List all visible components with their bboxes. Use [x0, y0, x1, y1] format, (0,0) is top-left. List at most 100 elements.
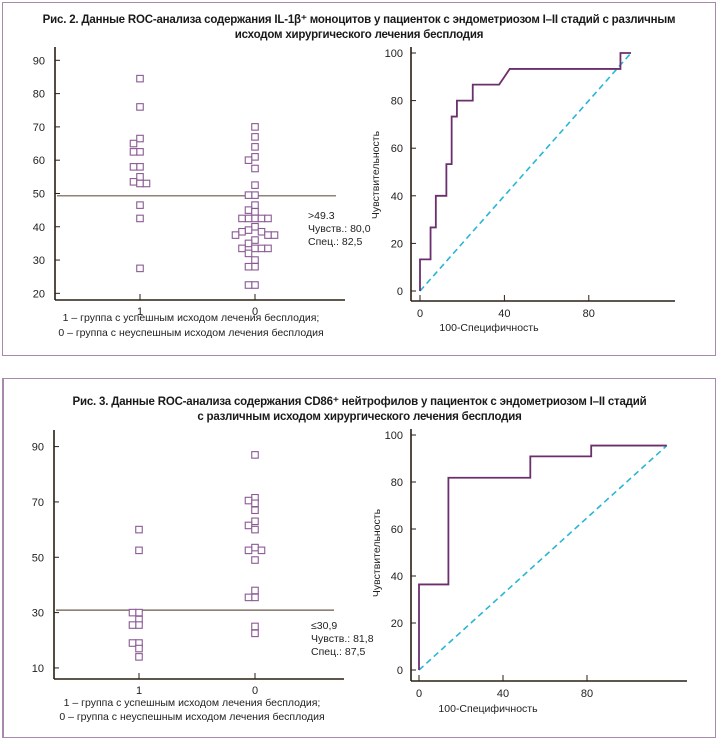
figure-3-dot-y-tick-label: 30 — [32, 608, 44, 620]
figure-3-dot-point-group-1 — [128, 639, 137, 647]
figure-2-roc-y-tick-label: 40 — [391, 191, 403, 203]
figure-3-dot-point-group-0 — [244, 546, 253, 555]
figure-3-dot-point-group-1 — [135, 653, 143, 661]
figure-2-dot-point-group-1 — [136, 163, 144, 171]
figure-2-dot-point-group-1 — [136, 148, 144, 156]
figure-2-dot-point-group-0 — [244, 191, 253, 199]
figure-2-dot-y-tick-label: 40 — [33, 222, 45, 234]
figure-2-dot-point-group-0 — [264, 214, 272, 223]
figure-2-dot-point-group-0 — [251, 207, 259, 216]
figure-2-dot-point-group-0 — [244, 281, 253, 289]
figure-2-roc-x-tick-label: 0 — [417, 308, 423, 320]
figure-2-dot-point-group-1 — [136, 134, 144, 143]
figure-2-dot-point-group-0 — [244, 206, 253, 214]
figure-2-dot-point-group-0 — [244, 226, 253, 234]
figure-2-dot-point-group-0 — [238, 227, 246, 236]
figure-3-roc-y-tick-label: 40 — [391, 571, 403, 583]
figure-2-dot-point-group-0 — [270, 231, 279, 239]
figure-3-dot-point-group-1 — [135, 644, 143, 653]
figure-3-roc-y-tick-label: 0 — [397, 665, 403, 677]
figure-2-legend-line1: 1 – группа с успешным исходом лечения бе… — [63, 312, 320, 324]
figure-3-title-line1: Рис. 3. Данные ROC-анализа содержания CD… — [72, 396, 647, 408]
figure-2-roc-y-tick-label: 20 — [391, 238, 403, 250]
figure-3-roc-y-tick-label: 80 — [391, 477, 403, 489]
figure-2-title-line2: исходом хирургического лечения бесплодия — [234, 29, 484, 41]
figure-2-cutoff-label: >49.3 — [308, 210, 335, 222]
figure-3-dot-point-group-0 — [244, 593, 253, 602]
figure-3-dot-point-group-0 — [251, 622, 259, 631]
figure-2-dot-point-group-0 — [244, 214, 253, 223]
figure-3-dot-y-tick-label: 90 — [32, 442, 44, 454]
figure-2-dot-point-group-1 — [142, 179, 151, 188]
figure-2-dot-point-group-0 — [251, 236, 259, 244]
figure-2-dot-point-group-0 — [264, 244, 272, 253]
figure-2-dot-y-tick-label: 50 — [33, 188, 45, 200]
figure-2-dot-point-group-1 — [136, 179, 144, 188]
figure-3-sensitivity-label: Чувств.: 81,8 — [311, 633, 374, 645]
figure-2-dot-point-group-1 — [136, 74, 144, 83]
figure-2-dot-point-group-0 — [251, 256, 259, 264]
figure-2-dot-point-group-0 — [251, 222, 259, 231]
figure-2-dot-point-group-0 — [251, 214, 259, 223]
figure-2-dot-x-tick-label: 1 — [137, 306, 143, 318]
figure-3-roc-x-tick-label: 40 — [497, 688, 509, 700]
figure-3-roc-y-tick-label: 20 — [391, 618, 403, 630]
figure-3-roc-ylabel: Чувствительность — [371, 508, 383, 597]
figure-2-dot-point-group-1 — [136, 201, 144, 209]
figure-3-roc-xlabel: 100-Специфичность — [438, 703, 538, 715]
figure-3-dot-point-group-1 — [128, 621, 137, 629]
figure-2-sensitivity-label: Чувств.: 80,0 — [308, 223, 371, 235]
figure-3-dot-point-group-0 — [251, 499, 259, 508]
figure-3-dot-point-group-0 — [251, 556, 259, 564]
figure-2-dot-point-group-0 — [251, 133, 259, 141]
figure-3-cutoff-label: ≤30,9 — [311, 620, 337, 632]
figure-3-dot-point-group-1 — [135, 546, 143, 555]
figure-2-dot-point-group-0 — [251, 262, 259, 271]
figure-2-dot-point-group-0 — [244, 239, 253, 248]
figure-2-dot-point-group-0 — [251, 191, 259, 199]
figure-2-roc-y-tick-label: 80 — [391, 96, 403, 108]
figure-2-legend-line2: 0 – группа с неуспешным исходом лечения … — [58, 327, 323, 339]
figure-2-dot-point-group-1 — [136, 264, 144, 273]
figure-3-dot-point-group-0 — [251, 506, 259, 515]
figure-2-dot-point-group-0 — [257, 227, 266, 236]
figure-2-dot-point-group-0 — [251, 153, 259, 161]
figure-2-dot-point-group-0 — [251, 143, 259, 151]
figure-2-dot-point-group-0 — [251, 244, 259, 253]
figure-2-dot-point-group-1 — [136, 103, 144, 111]
figure-3-title-line2: с различным исходом хирургического лечен… — [197, 411, 522, 423]
figure-3-dot-y-tick-label: 70 — [32, 497, 44, 509]
figure-2-roc-xlabel: 100-Специфичность — [439, 322, 539, 334]
figure-2-dot-point-group-0 — [238, 214, 246, 223]
figure-2-roc-diagonal-line — [419, 52, 632, 292]
figure-3-dot-point-group-0 — [251, 629, 259, 638]
figure-3-dot-y-tick-label: 50 — [32, 552, 44, 564]
figure-3-roc-x-tick-label: 0 — [416, 688, 422, 700]
figure-3-roc-y-tick-label: 60 — [391, 524, 403, 536]
figure-3-dot-y-tick-label: 10 — [32, 663, 44, 675]
figure-3-dot-point-group-0 — [251, 586, 259, 595]
figure-3-dot-point-group-0 — [257, 546, 266, 555]
figure-3-dot-point-group-0 — [251, 517, 259, 526]
figure-2-dot-point-group-0 — [257, 244, 266, 253]
figure-2-dot-point-group-0 — [257, 214, 266, 223]
figure-2-dot-y-tick-label: 20 — [33, 288, 45, 300]
figure-2-dot-y-tick-label: 70 — [33, 122, 45, 134]
figure-2-dot-point-group-1 — [129, 163, 138, 171]
figure-2-roc-ylabel: Чувствительность — [370, 130, 382, 219]
figure-2-dot-point-group-0 — [231, 231, 240, 239]
figure-3-dot-point-group-1 — [135, 608, 143, 617]
figure-2-dot-point-group-0 — [244, 156, 253, 164]
figure-3-title: Рис. 3. Данные ROC-анализа содержания CD… — [4, 395, 715, 425]
figure-2-dot-point-group-0 — [251, 181, 259, 189]
figure-2-dot-point-group-1 — [136, 214, 144, 223]
figure-3-dot-point-group-0 — [251, 525, 259, 534]
figure-3-dot-x-tick-label: 0 — [252, 685, 258, 697]
figure-3-roc-roc-curve — [418, 444, 667, 670]
figure-3-specificity-label: Спец.: 87,5 — [311, 646, 365, 658]
figure-3-dot-point-group-1 — [128, 608, 137, 617]
figure-3-dot-point-group-0 — [244, 521, 253, 530]
figure-2-dot-y-tick-label: 80 — [33, 89, 45, 101]
